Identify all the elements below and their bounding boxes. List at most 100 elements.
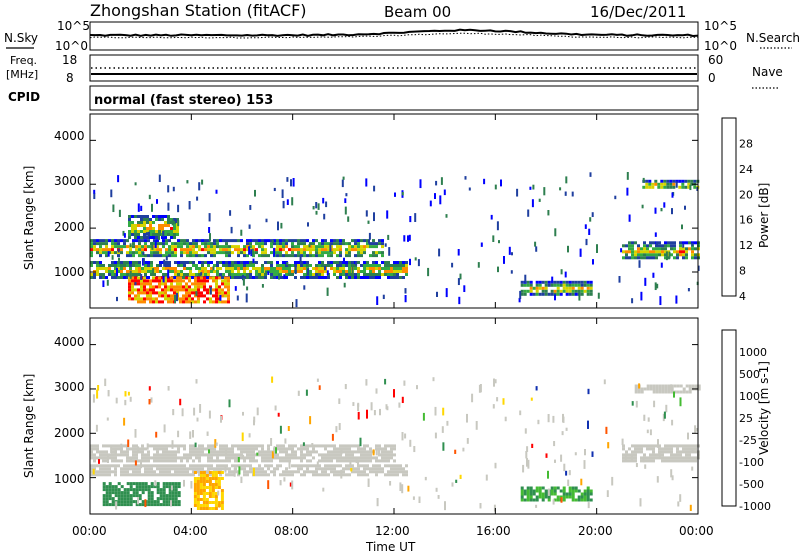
- echo-cell: [276, 276, 279, 279]
- echo-cell: [297, 242, 300, 246]
- echo-cell: [170, 221, 173, 224]
- echo-cell: [249, 453, 252, 457]
- scatter-echo-cell: [559, 187, 562, 191]
- echo-cell: [685, 450, 688, 454]
- scatter-echo-cell: [696, 187, 699, 191]
- echo-cell: [210, 467, 213, 471]
- echo-cell: [164, 215, 167, 218]
- echo-cell: [351, 459, 354, 463]
- echo-cell: [204, 453, 207, 457]
- echo-cell: [138, 251, 141, 255]
- echo-cell: [198, 464, 201, 468]
- scatter-echo-cell: [377, 450, 380, 456]
- echo-cell: [390, 264, 393, 267]
- echo-cell: [176, 288, 179, 292]
- echo-cell: [357, 273, 360, 276]
- echo-cell: [185, 282, 188, 286]
- echo-cell: [336, 473, 339, 477]
- echo-cell: [625, 256, 628, 260]
- echo-cell: [384, 270, 387, 273]
- echo-cell: [264, 254, 267, 258]
- scatter-echo-cell: [635, 400, 638, 408]
- scatter-echo-cell: [265, 270, 268, 274]
- echo-cell: [189, 453, 192, 457]
- echo-cell: [559, 280, 563, 284]
- echo-cell: [126, 276, 129, 279]
- echo-cell: [159, 453, 162, 457]
- scatter-echo-cell: [279, 425, 282, 434]
- echo-cell: [324, 248, 327, 252]
- echo-cell: [396, 270, 399, 273]
- echo-cell: [134, 224, 137, 227]
- echo-cell: [168, 453, 171, 457]
- echo-cell: [279, 276, 282, 279]
- echo-cell: [399, 470, 402, 474]
- echo-cell: [369, 470, 372, 474]
- echo-cell: [309, 251, 312, 255]
- echo-cell: [342, 273, 345, 276]
- scatter-echo-cell: [357, 411, 360, 420]
- echo-cell: [213, 450, 216, 454]
- echo-cell: [676, 256, 679, 260]
- echo-cell: [135, 239, 138, 243]
- echo-cell: [171, 494, 175, 498]
- scatter-echo-cell: [503, 256, 505, 264]
- scatter-echo-cell: [394, 192, 396, 197]
- echo-cell: [652, 247, 655, 251]
- echo-cell: [161, 218, 164, 221]
- echo-cell: [111, 456, 114, 460]
- scatter-echo-cell: [409, 439, 412, 447]
- echo-cell: [221, 282, 224, 286]
- echo-cell: [198, 261, 201, 264]
- echo-cell: [216, 242, 219, 246]
- scatter-echo-cell: [242, 275, 244, 281]
- echo-cell: [179, 288, 182, 292]
- scatter-echo-cell: [554, 459, 556, 463]
- echo-cell: [228, 248, 231, 252]
- echo-cell: [520, 489, 524, 493]
- echo-cell: [658, 250, 661, 254]
- echo-cell: [222, 450, 225, 454]
- echo-cell: [193, 489, 197, 492]
- scatter-echo-cell: [414, 257, 417, 261]
- echo-cell: [212, 300, 215, 304]
- echo-cell: [231, 456, 234, 460]
- echo-cell: [324, 464, 327, 468]
- echo-cell: [183, 273, 186, 276]
- echo-cell: [300, 459, 303, 463]
- echo-cell: [144, 447, 147, 451]
- echo-cell: [577, 489, 581, 493]
- echo-cell: [372, 245, 375, 249]
- scatter-echo-cell: [318, 385, 321, 390]
- echo-cell: [574, 486, 578, 490]
- echo-cell: [252, 456, 255, 460]
- scatter-echo-cell: [342, 176, 345, 180]
- echo-cell: [532, 498, 536, 502]
- echo-cell: [649, 256, 652, 260]
- echo-cell: [342, 467, 345, 471]
- echo-cell: [102, 276, 105, 279]
- echo-cell: [192, 251, 195, 255]
- echo-cell: [183, 447, 186, 451]
- echo-cell: [637, 447, 640, 451]
- echo-cell: [207, 251, 210, 255]
- echo-cell: [198, 267, 201, 270]
- echo-cell: [261, 473, 264, 477]
- echo-cell: [162, 464, 165, 468]
- echo-cell: [390, 276, 393, 279]
- echo-cell: [243, 248, 246, 252]
- echo-cell: [568, 283, 572, 287]
- echo-cell: [646, 447, 649, 451]
- echo-cell: [144, 459, 147, 463]
- echo-cell: [682, 241, 685, 245]
- echo-cell: [666, 185, 670, 189]
- echo-cell: [682, 459, 685, 463]
- echo-cell: [327, 444, 330, 448]
- echo-cell: [270, 273, 273, 276]
- echo-cell: [213, 239, 216, 243]
- echo-cell: [171, 485, 175, 489]
- echo-cell: [170, 285, 173, 289]
- echo-cell: [660, 179, 664, 183]
- echo-cell: [132, 482, 136, 486]
- echo-cell: [141, 254, 144, 258]
